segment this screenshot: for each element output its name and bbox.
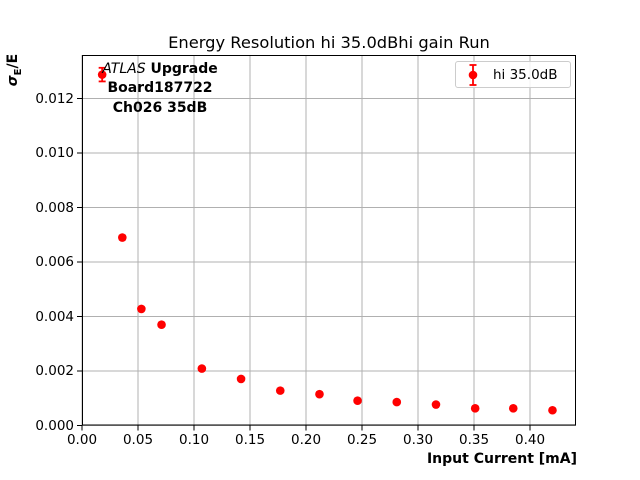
data-point (315, 389, 324, 399)
y-tick-label: 0.004 (35, 308, 74, 325)
annotation-block: ATLAS Upgrade Board187722 Ch026 35dB (60, 60, 260, 118)
legend-box: hi 35.0dB (455, 61, 571, 88)
data-point (97, 70, 107, 79)
x-tick-label: 0.00 (66, 432, 98, 448)
data-point (508, 404, 518, 413)
x-tick-label: 0.35 (459, 432, 490, 448)
annotation-line-2: Board187722 (107, 80, 213, 97)
annotation-line-3: Ch026 35dB (112, 99, 208, 116)
axes-frame (82, 55, 576, 426)
y-tick-label: 0.000 (35, 417, 74, 434)
chart-title: Energy Resolution hi 35.0dBhi gain Run (168, 33, 490, 52)
data-point (157, 320, 166, 330)
annotation-atlas: ATLAS (102, 61, 146, 77)
data-point (137, 304, 146, 314)
y-tick-label: 0.012 (35, 90, 74, 107)
data-point (548, 405, 557, 415)
data-point (353, 396, 362, 406)
x-tick-label: 0.15 (234, 432, 266, 448)
x-tick-label: 0.20 (291, 432, 322, 448)
x-tick-label: 0.30 (403, 432, 434, 448)
data-point (197, 364, 207, 373)
x-tick-label: 0.05 (122, 432, 154, 448)
legend-errorbar-marker-icon (468, 63, 478, 86)
y-tick-label: 0.002 (35, 363, 74, 379)
ylabel-sigma: σ (5, 75, 21, 87)
y-tick-label: 0.006 (35, 254, 74, 271)
annotation-line-1: ATLAS Upgrade (60, 60, 260, 79)
data-point (236, 374, 246, 384)
data-point (275, 386, 285, 395)
y-tick-label: 0.008 (35, 199, 74, 216)
data-point (118, 233, 127, 242)
legend-label: hi 35.0dB (493, 66, 558, 83)
ylabel-subscript: E (12, 68, 24, 76)
data-point (431, 400, 441, 409)
data-point (392, 397, 402, 407)
x-tick-label: 0.40 (515, 432, 546, 448)
data-point (470, 404, 480, 413)
x-tick-label: 0.10 (178, 432, 210, 448)
x-tick-label: 0.25 (347, 432, 378, 448)
ylabel-rest: /E (5, 53, 21, 69)
y-tick-label: 0.010 (35, 145, 74, 162)
annotation-upgrade: Upgrade (145, 61, 218, 77)
x-axis-label: Input Current [mA] (426, 451, 577, 467)
